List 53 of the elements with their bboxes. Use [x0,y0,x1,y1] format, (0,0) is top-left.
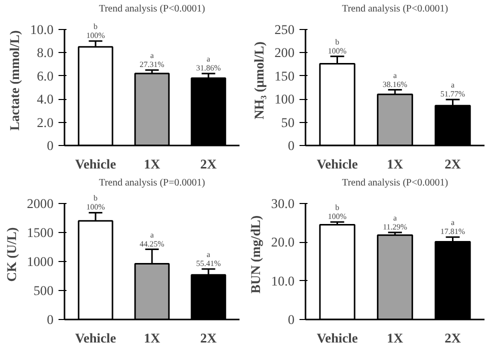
x-tick-label: 2X [444,156,462,172]
x-tick-label: 1X [386,330,404,346]
annotation: a 38.16% [382,70,408,89]
y-tick-label: 2.0 [36,114,54,130]
y-axis-title: Lactate (mmol/L) [7,30,22,131]
x-tick-label: Vehicle [316,330,358,346]
x-tick-label: 1X [144,330,161,346]
x-tick-label: 2X [200,156,217,172]
y-tick-label: 8.0 [36,45,54,60]
y-tick-label: 0 [46,312,54,327]
annotation: a 51.77% [440,80,466,99]
x-tick-label: Vehicle [316,156,358,172]
y-tick-label: 250 [274,22,295,37]
y-tick-label: 50 [281,114,295,130]
y-tick-label: 200 [274,45,295,60]
y-tick-label: 6.0 [36,68,54,84]
y-axis-title: NH₃ (μmol/L) [252,42,267,120]
chart-title: Trend analysis (P<0.0001) [342,178,448,188]
y-tick-label: 1000 [26,254,54,269]
y-tick-label: 20.0 [271,234,295,250]
y-tick-label: 10.0 [271,273,295,288]
annotation: a 11.29% [382,213,408,232]
x-tick-label: 2X [444,330,462,346]
annotation: b 100% [86,194,106,212]
annotation: a 31.86% [196,54,222,73]
annotation: a 27.31% [140,51,165,70]
annotation: a 44.25% [140,230,165,248]
y-tick-label: 4.0 [36,92,54,107]
y-tick-label: 0 [46,138,54,153]
annotation: b 100% [328,203,347,221]
annotation: a 17.81% [440,218,466,236]
x-tick-label: 1X [144,156,161,172]
annotation: a 55.41% [196,250,222,268]
y-tick-label: 2000 [26,196,54,211]
y-tick-label: 500 [34,282,54,298]
y-tick-label: 150 [274,68,295,84]
chart-title: Trend analysis (P=0.0001) [98,178,206,188]
x-tick-label: 2X [200,330,217,346]
chart-title: Trend analysis (P<0.0001) [98,4,206,14]
y-tick-label: 100 [274,92,295,107]
chart-title: Trend analysis (P<0.0001) [342,4,448,14]
y-tick-label: 30.0 [271,196,295,211]
annotation: b 100% [86,22,106,40]
y-tick-label: 1500 [26,224,54,240]
y-axis-title: BUN (mg/dL) [248,215,264,294]
annotation: b 100% [328,37,347,56]
y-axis-title: CK (U/L) [4,227,19,282]
x-tick-label: 1X [386,156,404,172]
y-tick-label: 10.0 [30,22,54,37]
x-tick-label: Vehicle [75,156,116,172]
y-tick-label: 0 [288,312,295,327]
x-tick-label: Vehicle [75,330,116,346]
y-tick-label: 0 [288,138,295,153]
